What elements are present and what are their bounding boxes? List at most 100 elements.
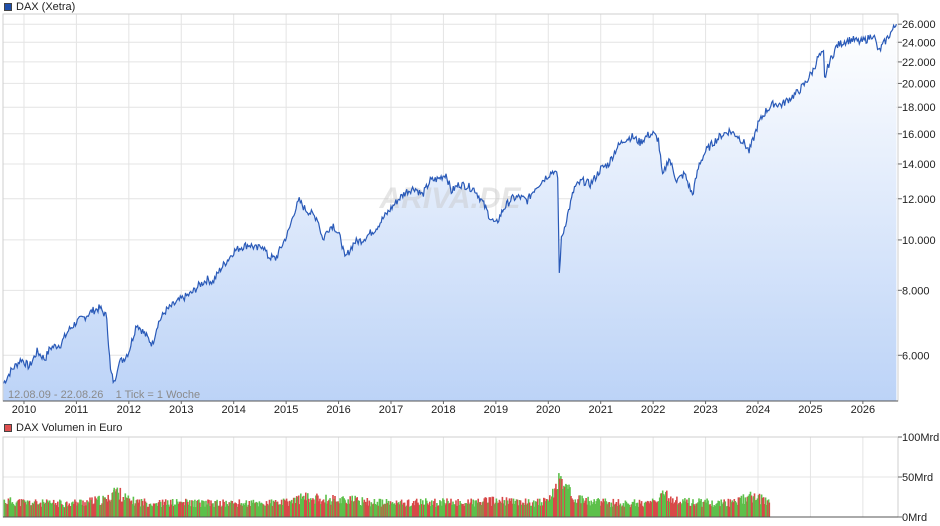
volume-bar <box>614 503 617 517</box>
volume-bar <box>430 506 432 517</box>
volume-bar <box>92 504 94 517</box>
volume-bar <box>137 502 140 517</box>
volume-bar <box>458 505 460 517</box>
volume-bar <box>70 506 72 517</box>
volume-bar <box>745 501 748 517</box>
volume-bar <box>684 498 686 517</box>
volume-bar <box>149 503 152 517</box>
volume-bar <box>641 505 644 517</box>
volume-bar <box>766 500 769 517</box>
volume-bar <box>115 489 117 517</box>
volume-bar <box>194 499 196 517</box>
volume-bar <box>47 502 50 517</box>
volume-bar <box>597 498 599 517</box>
volume-bar <box>293 497 296 517</box>
volume-bar <box>45 499 48 517</box>
volume-bar <box>292 497 295 517</box>
volume-bar <box>136 499 139 517</box>
volume-bar <box>554 488 556 517</box>
volume-bar <box>638 499 641 517</box>
volume-bar <box>225 500 227 517</box>
volume-bar <box>145 502 148 517</box>
volume-bar <box>394 504 397 517</box>
volume-bar <box>296 496 299 517</box>
volume-bar <box>320 504 322 517</box>
x-tick-label: 2018 <box>431 404 455 416</box>
volume-bar <box>546 499 548 517</box>
volume-bar <box>418 505 421 517</box>
volume-bar <box>54 503 57 517</box>
volume-bar <box>376 501 379 517</box>
volume-bar <box>415 498 418 517</box>
volume-bar <box>618 505 621 517</box>
volume-bar <box>612 498 615 517</box>
volume-bar <box>270 499 273 517</box>
volume-bar <box>134 503 137 517</box>
volume-bar <box>508 498 511 517</box>
volume-bar <box>271 505 274 517</box>
volume-bar <box>429 501 431 517</box>
volume-bar <box>514 501 517 517</box>
volume-bar <box>726 506 729 517</box>
volume-bar <box>413 505 416 517</box>
volume-bar <box>419 498 422 517</box>
volume-bar <box>466 503 468 517</box>
volume-bar <box>336 501 338 517</box>
volume-bar <box>348 503 350 517</box>
volume-bar <box>417 502 419 517</box>
volume-bar <box>161 499 164 517</box>
volume-bar <box>701 506 703 517</box>
volume-bar <box>210 500 212 517</box>
x-tick-label: 2023 <box>693 404 717 416</box>
volume-bar <box>705 502 708 517</box>
volume-bar <box>289 501 292 517</box>
volume-bar <box>623 506 626 517</box>
volume-bar <box>116 487 119 517</box>
volume-bar <box>560 476 562 517</box>
volume-bar <box>708 504 710 517</box>
volume-bar <box>499 501 502 517</box>
volume-bar <box>676 496 678 517</box>
volume-bar <box>578 495 580 517</box>
volume-bar <box>85 505 87 517</box>
volume-bar <box>255 501 258 517</box>
volume-bar <box>473 506 475 517</box>
volume-bar <box>532 500 535 517</box>
volume-bar <box>658 497 661 517</box>
volume-bar <box>382 504 385 517</box>
volume-bar <box>139 506 142 517</box>
volume-bar <box>350 500 352 517</box>
x-tick-label: 2025 <box>798 404 822 416</box>
volume-bar <box>40 506 43 517</box>
volume-bar <box>333 498 335 517</box>
volume-bar <box>8 500 11 517</box>
volume-bar <box>67 506 69 517</box>
volume-bar <box>423 504 425 517</box>
volume-bar <box>321 501 323 517</box>
volume-bar <box>547 499 549 517</box>
volume-bar <box>529 505 532 517</box>
volume-bar <box>25 504 28 517</box>
volume-bar <box>723 499 725 517</box>
volume-bar <box>427 503 429 517</box>
volume-bar <box>204 506 206 517</box>
volume-bar <box>535 502 538 517</box>
x-tick-label: 2012 <box>117 404 141 416</box>
volume-bar <box>399 501 402 517</box>
volume-bar <box>742 494 745 517</box>
price-line <box>2 23 897 385</box>
volume-bar <box>347 499 349 517</box>
volume-bar <box>629 507 632 517</box>
volume-bar <box>272 500 275 517</box>
volume-bar <box>218 505 220 517</box>
volume-bar <box>714 505 716 517</box>
volume-bar <box>10 503 13 517</box>
volume-bar <box>349 496 351 517</box>
volume-bar <box>622 503 625 517</box>
volume-bar <box>626 503 629 517</box>
volume-bar <box>121 501 124 517</box>
volume-bar <box>553 497 555 517</box>
volume-bar <box>379 498 382 517</box>
volume-y-axis: 0Mrd 50Mrd 100Mrd <box>898 432 939 524</box>
volume-bar <box>683 501 685 517</box>
